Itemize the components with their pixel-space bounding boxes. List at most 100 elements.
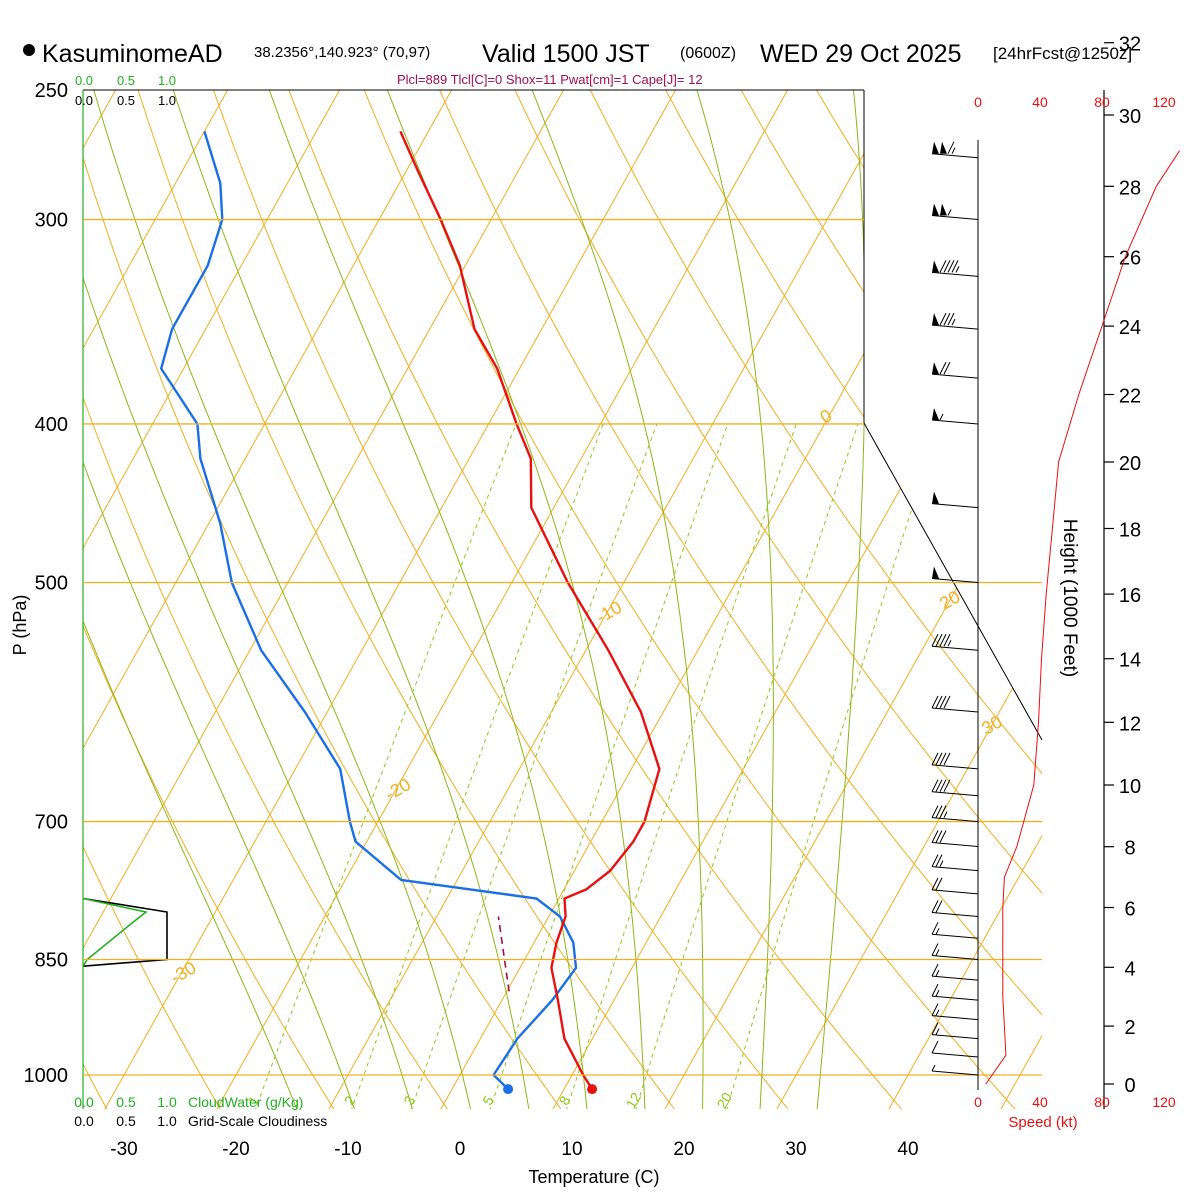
- wind-barb-flag: [939, 779, 947, 792]
- wind-barb-halfflag: [935, 969, 940, 977]
- dry-adiabat-line: [1098, 61, 1200, 1149]
- wind-barb-flag: [935, 752, 943, 766]
- wind-barb-flag: [931, 633, 939, 647]
- isotherm-line: [190, 90, 822, 1109]
- wind-barb: [931, 877, 979, 895]
- wind-barb-pennant: [932, 260, 939, 273]
- wind-barb-column: [931, 141, 979, 1076]
- isotherm-line: [83, 90, 374, 1109]
- moist-adiabat-line: [813, 90, 866, 1109]
- wind-barb: [931, 491, 979, 509]
- pressure-tick-label: 700: [35, 812, 68, 834]
- dry-adiabat-line: [1172, 61, 1200, 1149]
- dry-adiabat-line: [83, 90, 360, 1109]
- wind-barb-shaft: [931, 933, 979, 939]
- isotherm-line: [638, 90, 1042, 1109]
- wind-barb-pennant: [940, 141, 947, 154]
- mixing-ratio-line: [714, 423, 940, 1109]
- wind-barb: [931, 805, 979, 823]
- wind-barb-flag: [931, 1022, 939, 1035]
- wind-barb-shaft: [931, 1034, 979, 1040]
- wind-barb-flag: [939, 633, 947, 647]
- wind-barb-shaft: [931, 215, 979, 220]
- cloud-water-tick-top: 1.0: [158, 73, 176, 88]
- isotherm-label: -30: [167, 957, 200, 987]
- wind-barb-flag: [947, 312, 955, 326]
- wind-barb-flag: [943, 312, 951, 326]
- isotherm-label: 0: [899, 258, 918, 280]
- isotherm-line: [83, 90, 486, 1109]
- valid-date: WED 29 Oct 2025: [760, 40, 961, 68]
- wind-barb-flag: [951, 260, 959, 273]
- wind-barb-shaft: [931, 373, 979, 379]
- wind-barb: [931, 1022, 979, 1040]
- wind-barb-flag: [931, 943, 939, 956]
- dry-adiabat-line: [1022, 90, 1042, 1109]
- height-tick-label: 20: [1119, 453, 1141, 475]
- moist-adiabat-line: [83, 90, 423, 1109]
- height-tick-label: 10: [1119, 776, 1141, 798]
- wind-barb-flag: [939, 830, 947, 843]
- wind-barb-flag: [947, 260, 955, 273]
- wind-barb-shaft: [931, 912, 979, 917]
- wind-barb-halfflag: [935, 1009, 940, 1016]
- sounding-profiles: [82, 130, 661, 1095]
- isotherm-line: [83, 90, 150, 1109]
- speed-tick-top: 80: [1094, 94, 1110, 110]
- height-tick-label: 22: [1119, 386, 1141, 408]
- wind-barb-flag: [931, 963, 939, 977]
- speed-tick-bottom: 80: [1094, 1094, 1110, 1110]
- dry-adiabat-line: [128, 90, 706, 1109]
- wind-barb: [931, 141, 979, 159]
- cloudiness-tick-top: 0.5: [117, 93, 135, 108]
- wind-barb: [931, 779, 979, 797]
- mixing-ratio-line: [240, 423, 517, 1109]
- speed-tick-top: 120: [1152, 94, 1176, 110]
- wind-barb-flag: [931, 900, 939, 913]
- cloudiness-profile: [82, 897, 168, 967]
- wind-speed-line: [985, 150, 1180, 1085]
- wind-barb-shaft: [931, 1070, 979, 1076]
- wind-barb-flag: [931, 1040, 939, 1054]
- wind-barb-shaft: [931, 324, 979, 330]
- moist-adiabat-line: [268, 90, 591, 1109]
- wind-barb: [931, 854, 979, 872]
- dry-adiabat-line: [83, 90, 591, 1109]
- wind-barb-shaft: [931, 955, 979, 960]
- wind-barb-shaft: [931, 866, 979, 872]
- wind-barb-flag: [939, 805, 947, 818]
- isotherm-line: [83, 90, 262, 1109]
- wind-barb-flag: [935, 695, 943, 709]
- cloud-water-label: CloudWater (g/Kg): [188, 1094, 303, 1110]
- height-tick-label: 32: [1119, 34, 1141, 56]
- wind-barb: [931, 752, 979, 770]
- dry-adiabat-line: [575, 90, 1042, 1109]
- wind-barb-pennant: [932, 141, 939, 154]
- wind-barb: [931, 203, 979, 220]
- wind-barb: [931, 922, 979, 939]
- dry-adiabat-line: [203, 90, 822, 1109]
- wind-barb-halfflag: [943, 811, 948, 818]
- dry-adiabat-line: [501, 90, 1042, 1109]
- station-coords: 38.2356°,140.923° (70,97): [254, 44, 430, 61]
- wind-barb-flag: [943, 779, 951, 792]
- pressure-tick-label: 250: [35, 80, 68, 102]
- cloudiness-tick-top: 1.0: [158, 93, 176, 108]
- wind-barb-shaft: [931, 995, 979, 1001]
- isotherm-label: 20: [936, 587, 963, 614]
- pressure-tick-label: 1000: [24, 1065, 69, 1087]
- cloudiness-tick-top: 0.0: [75, 93, 93, 108]
- wind-barb: [931, 361, 979, 379]
- pressure-tick-label: 400: [35, 414, 68, 436]
- mixing-ratio-line: [397, 423, 658, 1109]
- dry-adiabat-line: [352, 90, 1042, 1109]
- wind-barb-flag: [935, 805, 943, 818]
- parcel-path: [497, 916, 510, 992]
- mixing-ratio-label: 5: [479, 1093, 497, 1108]
- wind-barb-shaft: [931, 707, 979, 713]
- cloud-water-tick-top: 0.0: [75, 73, 93, 88]
- station-marker-icon: [23, 44, 35, 56]
- dry-adiabat-line: [83, 90, 476, 1109]
- isotherm-label: 30: [978, 711, 1005, 738]
- height-tick-label: 4: [1124, 958, 1135, 980]
